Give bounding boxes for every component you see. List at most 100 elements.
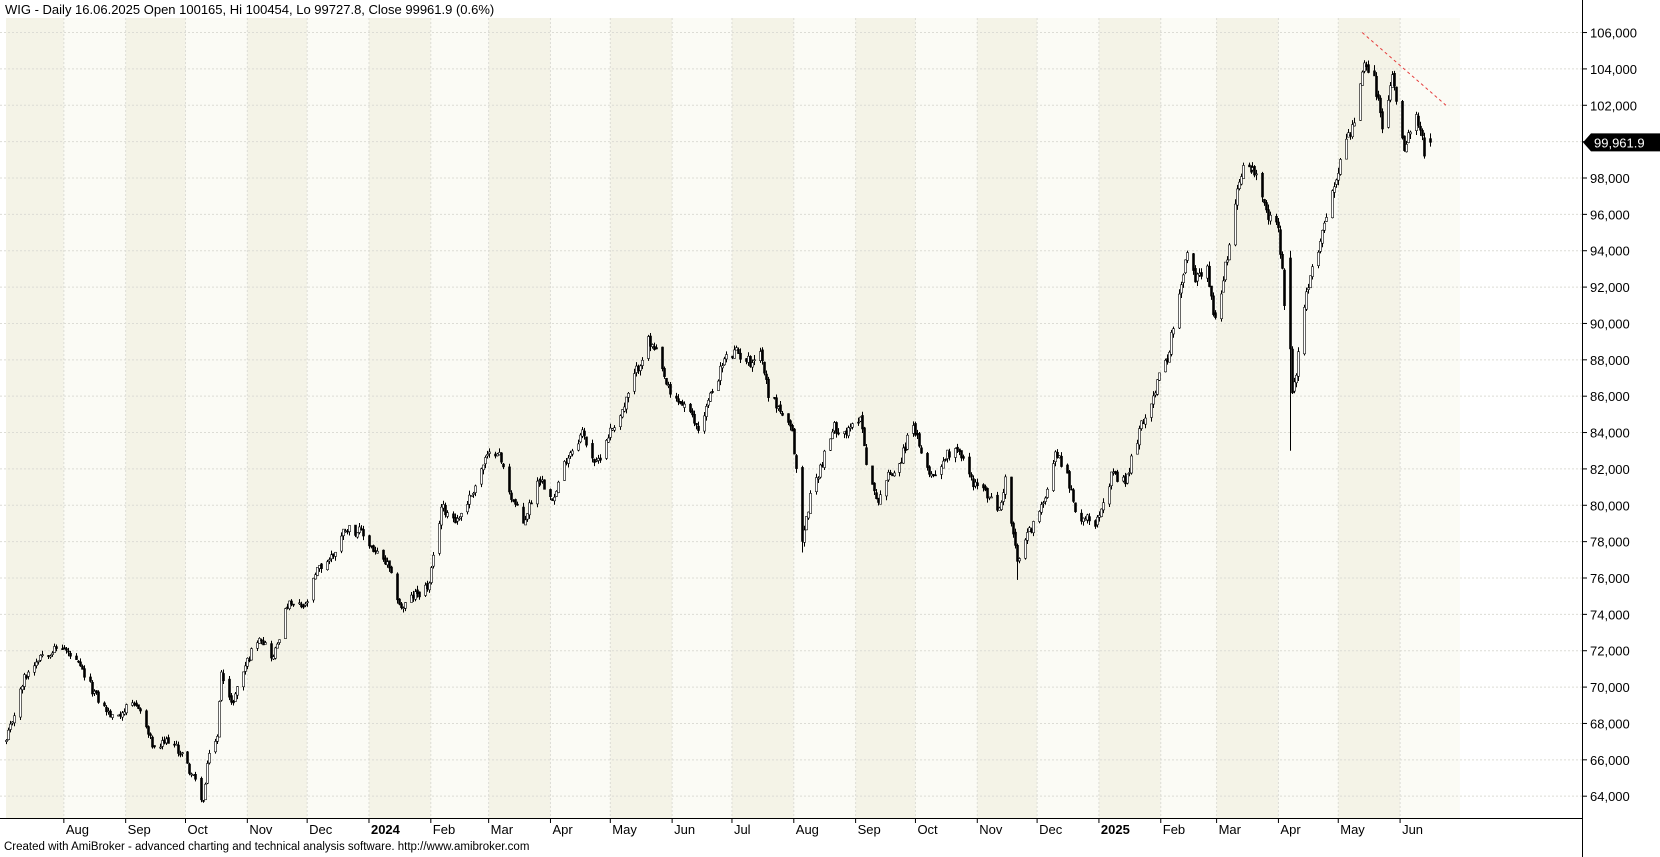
candle [976,478,979,490]
candle [1138,425,1141,450]
candle [7,727,10,741]
y-tick-label: 92,000 [1590,280,1630,295]
candle [697,421,700,434]
candle [557,480,560,494]
candle [276,642,279,649]
candle [889,469,892,476]
candle [23,672,26,690]
x-tick-label: Oct [187,822,208,837]
x-axis-labels: Aug Sep Oct Nov Dec 2024 Feb Mar Apr May Jun Jul Aug… [63,818,1423,837]
candle [591,439,594,463]
candle [1002,488,1005,506]
candle [1184,259,1187,275]
candle [805,515,808,531]
candle [1102,498,1105,514]
candle [781,411,784,417]
candle [1305,287,1308,311]
candle [763,361,766,376]
month-band [247,18,308,818]
candle [775,394,778,413]
candle [1311,264,1314,280]
candle [270,640,273,662]
candle [41,650,44,658]
x-tick-label: Jun [1402,822,1423,837]
candle [1170,329,1173,357]
candle [1024,538,1027,560]
candle [779,401,782,414]
month-bands [6,18,1582,818]
x-tick-label: Sep [858,822,881,837]
candle [179,750,182,758]
candle [1345,133,1348,160]
candle [516,501,519,506]
candle [651,343,654,349]
candle [256,640,259,652]
candle [549,488,552,501]
candle [719,362,722,386]
candle [524,515,527,526]
candle [675,392,678,402]
candle [831,428,834,440]
candle [847,425,850,439]
candle [1110,471,1113,490]
candle [234,692,237,702]
candle [986,487,989,503]
candle [77,660,80,664]
candle [920,445,923,454]
candle [1423,132,1426,159]
candle [1212,292,1215,317]
candle [418,591,421,600]
candle [829,438,832,452]
candle [111,714,114,720]
candle [1100,508,1103,518]
candle [1208,261,1211,288]
x-tick-label: Mar [1219,822,1242,837]
candle [79,658,82,667]
candle [81,664,84,670]
candle [368,534,371,549]
candle [468,490,471,509]
candle [438,520,441,556]
last-price-tag [1583,133,1660,152]
candle [737,347,740,354]
candle [480,467,483,488]
candle [75,653,78,660]
candle [340,532,343,554]
candle [928,465,931,478]
candle [137,704,140,710]
candle [1158,372,1161,382]
candle [1407,129,1410,144]
candle [893,470,896,477]
candle [1196,272,1199,287]
candle [1277,218,1280,233]
candle [192,773,195,776]
candle [1317,250,1320,269]
candle [410,592,413,603]
candle [342,528,345,540]
candle [649,333,652,352]
candle [97,690,100,704]
candle [1156,379,1159,396]
x-tick-label: Apr [1280,822,1301,837]
x-tick-label: Nov [249,822,273,837]
y-tick-label: 96,000 [1590,207,1630,222]
candle [216,734,219,745]
candle [188,762,191,776]
candle [320,562,323,573]
candle [1333,182,1336,198]
candle [466,501,469,515]
candle [914,421,917,437]
candle [1269,211,1272,225]
y-tick-label: 104,000 [1590,62,1637,77]
candle [902,444,905,464]
candle [677,394,680,406]
candle [147,725,150,738]
candle [1074,502,1077,513]
candle [328,557,331,565]
last-price-label: 99,961.9 [1594,135,1645,150]
candle [1182,273,1185,288]
candle [264,640,267,645]
candle [791,423,794,432]
candle [1319,238,1322,254]
